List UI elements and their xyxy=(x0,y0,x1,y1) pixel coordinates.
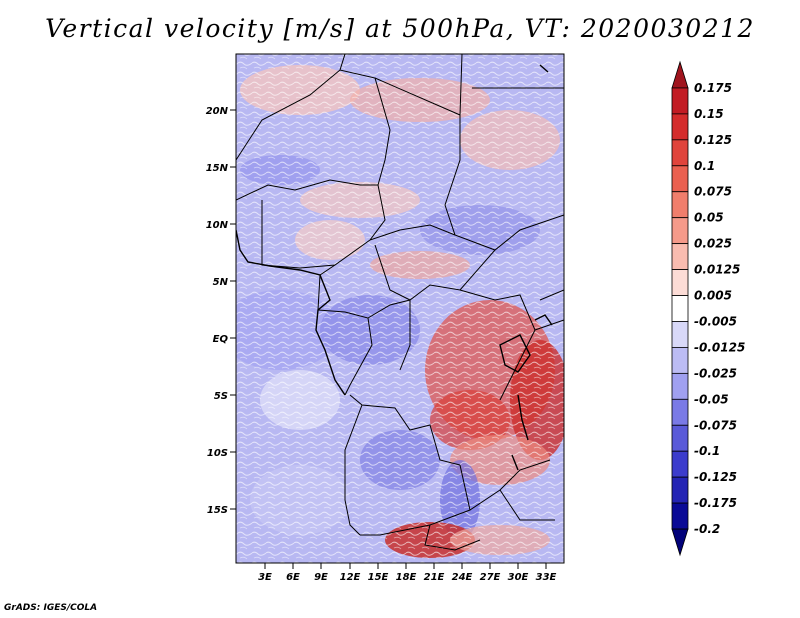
map-frame xyxy=(235,53,565,564)
colorbar-label: 0.05 xyxy=(694,211,724,225)
colorbar-swatch xyxy=(671,476,689,504)
colorbar-swatch xyxy=(671,502,689,530)
colorbar-label: 0.1 xyxy=(694,159,715,173)
colorbar-label: 0.0125 xyxy=(694,263,740,277)
colorbar-swatch xyxy=(671,165,689,193)
lon-label: 3E xyxy=(258,572,272,583)
country-borders xyxy=(236,54,564,551)
lon-label: 6E xyxy=(286,572,300,583)
colorbar-label: -0.05 xyxy=(694,392,729,406)
lat-label: 15N xyxy=(206,163,229,174)
lon-label: 27E xyxy=(480,572,501,583)
colorbar-swatch xyxy=(671,424,689,452)
colorbar-label: -0.2 xyxy=(694,522,720,536)
colorbar-label: 0.075 xyxy=(694,185,732,199)
grads-credit: GrADS: IGES/COLA xyxy=(4,603,98,613)
lat-label: 5N xyxy=(213,277,229,288)
colorbar-arrow-top xyxy=(671,60,689,89)
colorbar-swatch xyxy=(671,269,689,296)
colorbar-swatch xyxy=(671,450,689,478)
colorbar-swatch xyxy=(671,372,689,400)
colorbar-label: -0.125 xyxy=(694,470,737,484)
colorbar-swatch xyxy=(671,191,689,219)
lat-label: 15S xyxy=(207,505,228,516)
colorbar-label: -0.175 xyxy=(694,496,737,510)
map-title: Vertical velocity [m/s] at 500hPa, VT: 2… xyxy=(45,14,755,43)
colorbar-swatch xyxy=(671,87,689,115)
colorbar-label: -0.0125 xyxy=(694,340,745,354)
colorbar-swatch xyxy=(671,398,689,426)
colorbar-label: -0.005 xyxy=(694,314,737,328)
lon-label: 33E xyxy=(536,572,557,583)
colorbar-label: -0.075 xyxy=(694,418,737,432)
colorbar-label: 0.15 xyxy=(694,107,724,121)
colorbar-arrow-bottom xyxy=(671,528,689,557)
lon-label: 24E xyxy=(452,572,473,583)
lat-label: EQ xyxy=(213,334,229,345)
colorbar-swatch xyxy=(671,295,689,322)
lat-label: 10S xyxy=(207,448,228,459)
lon-label: 12E xyxy=(340,572,361,583)
colorbar-swatch xyxy=(671,321,689,348)
lon-label: 18E xyxy=(396,572,417,583)
colorbar-swatch xyxy=(671,347,689,374)
colorbar-swatch xyxy=(671,113,689,141)
colorbar-label: 0.025 xyxy=(694,237,732,251)
colorbar-label: 0.005 xyxy=(694,289,732,303)
colorbar-label: -0.1 xyxy=(694,444,720,458)
lon-label: 21E xyxy=(424,572,445,583)
lat-axis: 20N 15N 10N 5N EQ 5S 10S 15S xyxy=(206,106,236,516)
colorbar-label: 0.175 xyxy=(694,81,732,95)
colorbar-swatch xyxy=(671,139,689,167)
lon-axis: 3E 6E 9E 12E 15E 18E 21E 24E 27E 30E 33E xyxy=(258,563,557,583)
lat-label: 5S xyxy=(214,391,228,402)
lon-label: 9E xyxy=(314,572,328,583)
coastlines xyxy=(236,64,553,471)
colorbar-label: -0.025 xyxy=(694,366,737,380)
colorbar-swatch xyxy=(671,243,689,270)
lon-label: 15E xyxy=(368,572,389,583)
velocity-field xyxy=(236,54,564,563)
lat-label: 10N xyxy=(206,220,229,231)
lat-label: 20N xyxy=(206,106,229,117)
colorbar: 0.175 0.15 0.125 0.1 0.075 0.05 0.025 0.0125 0.0… xyxy=(671,60,745,557)
colorbar-label: 0.125 xyxy=(694,133,732,147)
colorbar-swatch xyxy=(671,217,689,245)
lon-label: 30E xyxy=(508,572,529,583)
